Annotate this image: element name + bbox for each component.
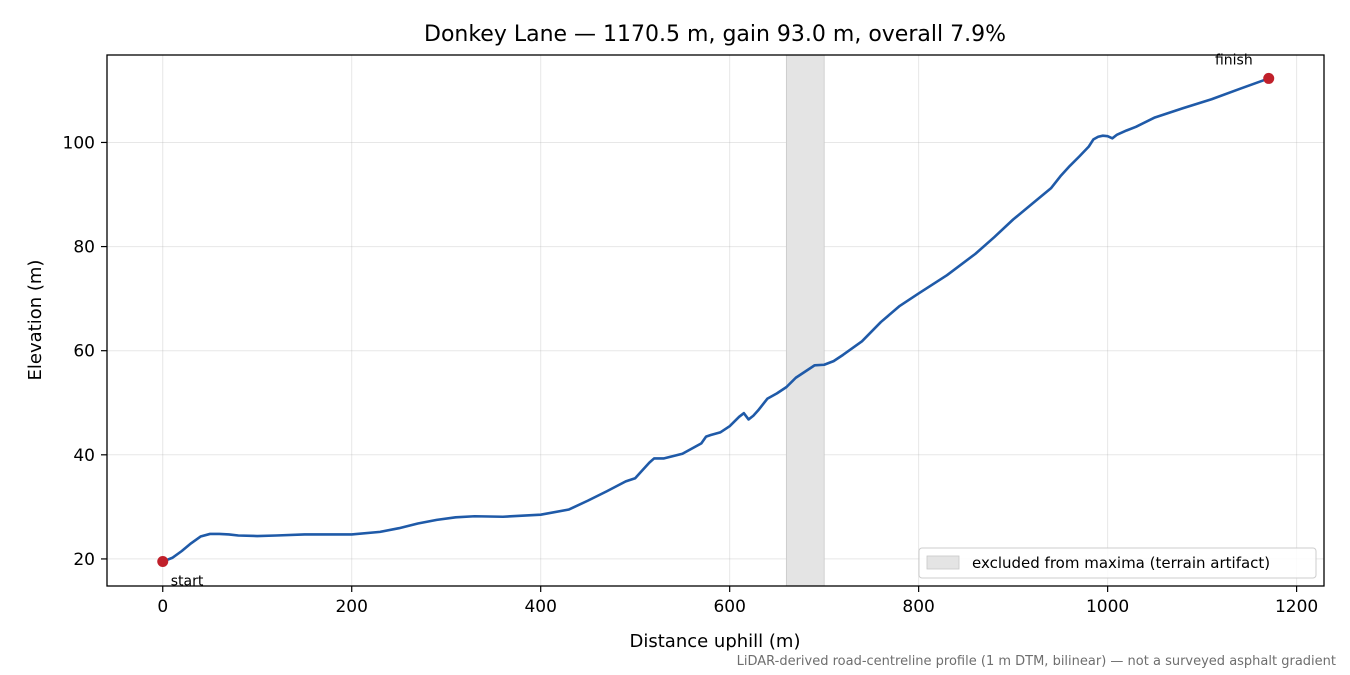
x-tick-label: 1200 xyxy=(1275,597,1318,617)
legend-box xyxy=(918,547,1317,579)
start-label: start xyxy=(171,574,204,590)
y-tick-label: 80 xyxy=(73,238,95,258)
y-tick-label: 60 xyxy=(73,342,95,362)
excluded-region xyxy=(785,54,825,587)
y-tick-label: 20 xyxy=(73,550,95,570)
chart-title: Donkey Lane — 1170.5 m, gain 93.0 m, ove… xyxy=(424,22,1006,47)
footnote: LiDAR-derived road-centreline profile (1… xyxy=(737,654,1336,669)
legend-label: excluded from maxima (terrain artifact) xyxy=(972,554,1270,572)
plot-frame xyxy=(106,54,1325,587)
x-axis-label: Distance uphill (m) xyxy=(630,631,801,652)
line-layer xyxy=(161,77,1271,563)
y-axis-label: Elevation (m) xyxy=(25,260,46,381)
x-tick-label: 800 xyxy=(902,597,934,617)
y-tick-label: 100 xyxy=(63,133,95,153)
y-tick-label: 40 xyxy=(73,446,95,466)
legend: excluded from maxima (terrain artifact) xyxy=(918,547,1317,579)
x-tick-label: 1000 xyxy=(1086,597,1129,617)
region-layer xyxy=(785,54,825,587)
x-tick-label: 200 xyxy=(335,597,367,617)
finish-label: finish xyxy=(1215,52,1253,68)
x-tick-label: 400 xyxy=(524,597,556,617)
finish-marker xyxy=(1263,72,1275,84)
tick-layer: 0 200 400 600 800 1000 1200 20 40 60 80 100 xyxy=(63,133,1319,617)
elevation-series-line xyxy=(161,77,1271,563)
marker-layer: start finish xyxy=(157,52,1275,590)
x-tick-label: 0 xyxy=(157,597,168,617)
grid-layer xyxy=(107,55,1324,586)
legend-swatch xyxy=(926,555,960,570)
start-marker xyxy=(157,556,169,568)
x-tick-label: 600 xyxy=(713,597,745,617)
